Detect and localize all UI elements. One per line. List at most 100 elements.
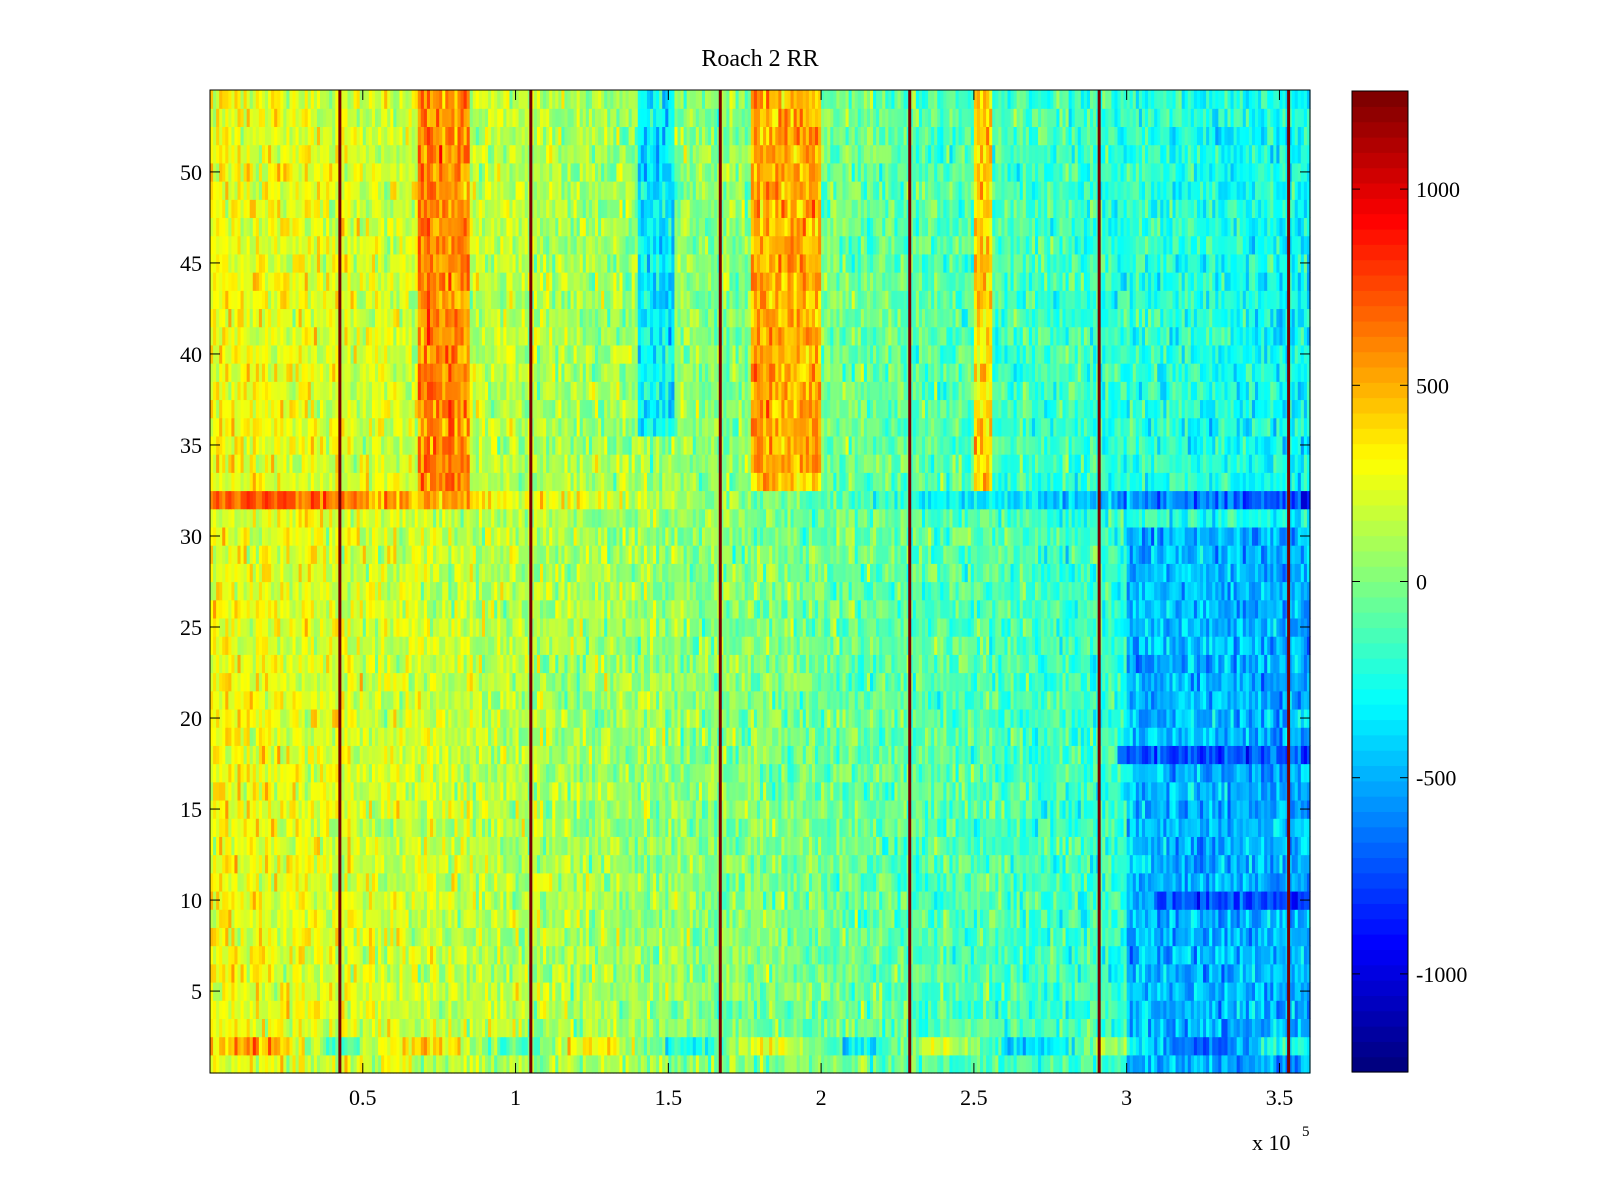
heatmap-cell xyxy=(796,1054,801,1074)
heatmap-cell xyxy=(350,963,355,983)
heatmap-cell xyxy=(255,909,260,928)
heatmap-cell xyxy=(1227,1018,1232,1038)
heatmap-cell xyxy=(866,1036,871,1056)
heatmap-cell xyxy=(1074,963,1079,983)
heatmap-cell xyxy=(494,890,498,910)
heatmap-cell xyxy=(552,1018,556,1038)
heatmap-cell xyxy=(497,963,501,983)
heatmap-cell xyxy=(744,963,749,983)
heatmap-cell xyxy=(756,981,761,1001)
heatmap-cell xyxy=(1025,1054,1030,1074)
heatmap-cell xyxy=(1163,1000,1167,1019)
heatmap-cell xyxy=(897,963,902,983)
heatmap-cell xyxy=(1178,890,1183,910)
heatmap-cell xyxy=(857,963,862,983)
heatmap-cell xyxy=(659,927,663,947)
heatmap-cell xyxy=(756,1018,761,1038)
heatmap-cell xyxy=(1077,945,1082,965)
heatmap-cell xyxy=(216,927,220,947)
heatmap-cell xyxy=(1175,909,1180,928)
heatmap-cell xyxy=(399,909,404,928)
heatmap-cell xyxy=(598,1036,602,1056)
heatmap-cell xyxy=(307,890,312,910)
heatmap-cell xyxy=(368,927,373,947)
heatmap-cell xyxy=(277,1000,281,1019)
heatmap-cell xyxy=(616,1000,621,1019)
heatmap-cell xyxy=(521,909,526,928)
heatmap-cell xyxy=(992,1036,996,1056)
heatmap-cell xyxy=(698,1054,703,1074)
heatmap-cell xyxy=(723,963,727,983)
heatmap-cell xyxy=(460,981,465,1001)
heatmap-cell xyxy=(231,1000,236,1019)
heatmap-cell xyxy=(701,890,706,910)
heatmap-cell xyxy=(258,927,263,947)
heatmap-cell xyxy=(610,1036,614,1056)
heatmap-cell xyxy=(1105,909,1109,928)
heatmap-cell xyxy=(228,909,232,928)
heatmap-cell xyxy=(711,909,715,928)
heatmap-cell xyxy=(634,1000,639,1019)
heatmap-cell xyxy=(500,945,504,965)
heatmap-cell xyxy=(375,927,379,947)
heatmap-cell xyxy=(469,981,474,1001)
heatmap-cell xyxy=(1129,1018,1134,1038)
heatmap-cell xyxy=(802,1018,807,1038)
heatmap-cell xyxy=(222,1000,226,1019)
heatmap-cell xyxy=(371,909,376,928)
heatmap-cell xyxy=(983,945,987,965)
heatmap-cell xyxy=(598,1018,602,1038)
heatmap-cell xyxy=(616,1018,621,1038)
heatmap-cell xyxy=(873,945,877,965)
heatmap-cell xyxy=(445,872,449,892)
heatmap-cell xyxy=(622,872,627,892)
heatmap-cell xyxy=(1111,1054,1116,1074)
heatmap-cell xyxy=(1111,1000,1116,1019)
heatmap-cell xyxy=(604,909,608,928)
heatmap-cell xyxy=(445,890,449,910)
heatmap-cell xyxy=(463,963,468,983)
heatmap-cell xyxy=(1019,890,1024,910)
heatmap-cell xyxy=(708,1000,712,1019)
heatmap-cell xyxy=(711,945,715,965)
heatmap-cell xyxy=(365,945,370,965)
heatmap-cell xyxy=(769,1018,773,1038)
heatmap-cell xyxy=(1297,945,1302,965)
heatmap-cell xyxy=(943,1000,947,1019)
heatmap-cell xyxy=(1306,1018,1311,1038)
heatmap-cell xyxy=(1215,1000,1219,1019)
heatmap-cell xyxy=(909,1000,914,1019)
heatmap-cell xyxy=(628,945,633,965)
heatmap-cell xyxy=(949,1018,954,1038)
heatmap-cell xyxy=(818,909,822,928)
heatmap-cell xyxy=(741,963,746,983)
heatmap-cell xyxy=(258,909,263,928)
heatmap-cell xyxy=(1099,963,1103,983)
heatmap-cell xyxy=(1050,981,1054,1001)
heatmap-cell xyxy=(1306,963,1311,983)
heatmap-cell xyxy=(1126,1000,1131,1019)
heatmap-cell xyxy=(863,1018,868,1038)
heatmap-cell xyxy=(747,890,752,910)
heatmap-cell xyxy=(854,1000,859,1019)
heatmap-cell xyxy=(274,872,278,892)
heatmap-cell xyxy=(720,981,724,1001)
heatmap-cell xyxy=(1071,1054,1076,1074)
heatmap-cell xyxy=(445,927,449,947)
heatmap-cell xyxy=(219,945,223,965)
heatmap-cell xyxy=(601,963,605,983)
heatmap-cell xyxy=(420,945,425,965)
heatmap-cell xyxy=(692,1000,697,1019)
heatmap-cell xyxy=(1248,890,1253,910)
heatmap-cell xyxy=(1239,981,1244,1001)
heatmap-cell xyxy=(261,1000,266,1019)
heatmap-cell xyxy=(1050,1000,1054,1019)
heatmap-cell xyxy=(1282,1018,1287,1038)
heatmap-cell xyxy=(1187,963,1192,983)
heatmap-cell xyxy=(934,1054,938,1074)
heatmap-cell xyxy=(1062,927,1067,947)
heatmap-cell xyxy=(231,963,236,983)
heatmap-cell xyxy=(1117,945,1122,965)
heatmap-cell xyxy=(698,1000,703,1019)
heatmap-cell xyxy=(1010,890,1015,910)
